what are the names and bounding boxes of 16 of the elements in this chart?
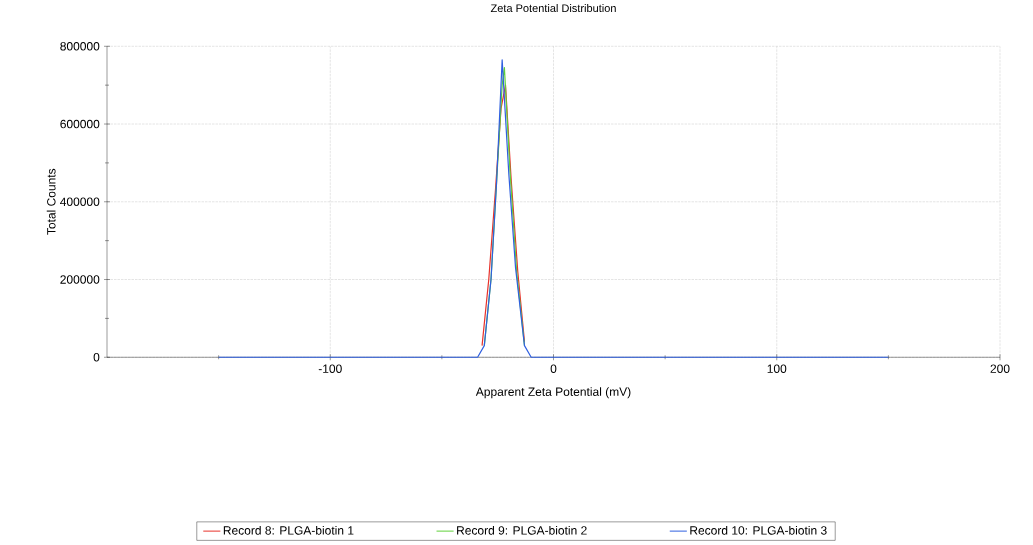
x-axis-title: Apparent Zeta Potential (mV) [475, 387, 631, 399]
x-tick-label: 0 [550, 364, 557, 373]
legend-label: Record 10: PLGA-biotin 3 [690, 525, 827, 535]
x-tick-label: 200 [990, 364, 1010, 373]
y-tick-label: 800000 [60, 41, 100, 51]
y-tick-label: 200000 [60, 275, 100, 284]
line-series [218, 59, 889, 358]
x-tick-label: -100 [318, 364, 342, 373]
y-axis-title: Total Counts [46, 168, 56, 235]
legend-label: Record 8: PLGA-biotin 1 [223, 525, 354, 535]
y-tick-label: 600000 [60, 119, 100, 129]
legend-label: Record 9: PLGA-biotin 2 [457, 525, 587, 535]
y-tick-label: 400000 [60, 197, 100, 206]
y-tick-label: 0 [93, 352, 100, 362]
chart-title: Zeta Potential Distribution [490, 3, 616, 12]
x-tick-label: 100 [767, 364, 787, 373]
